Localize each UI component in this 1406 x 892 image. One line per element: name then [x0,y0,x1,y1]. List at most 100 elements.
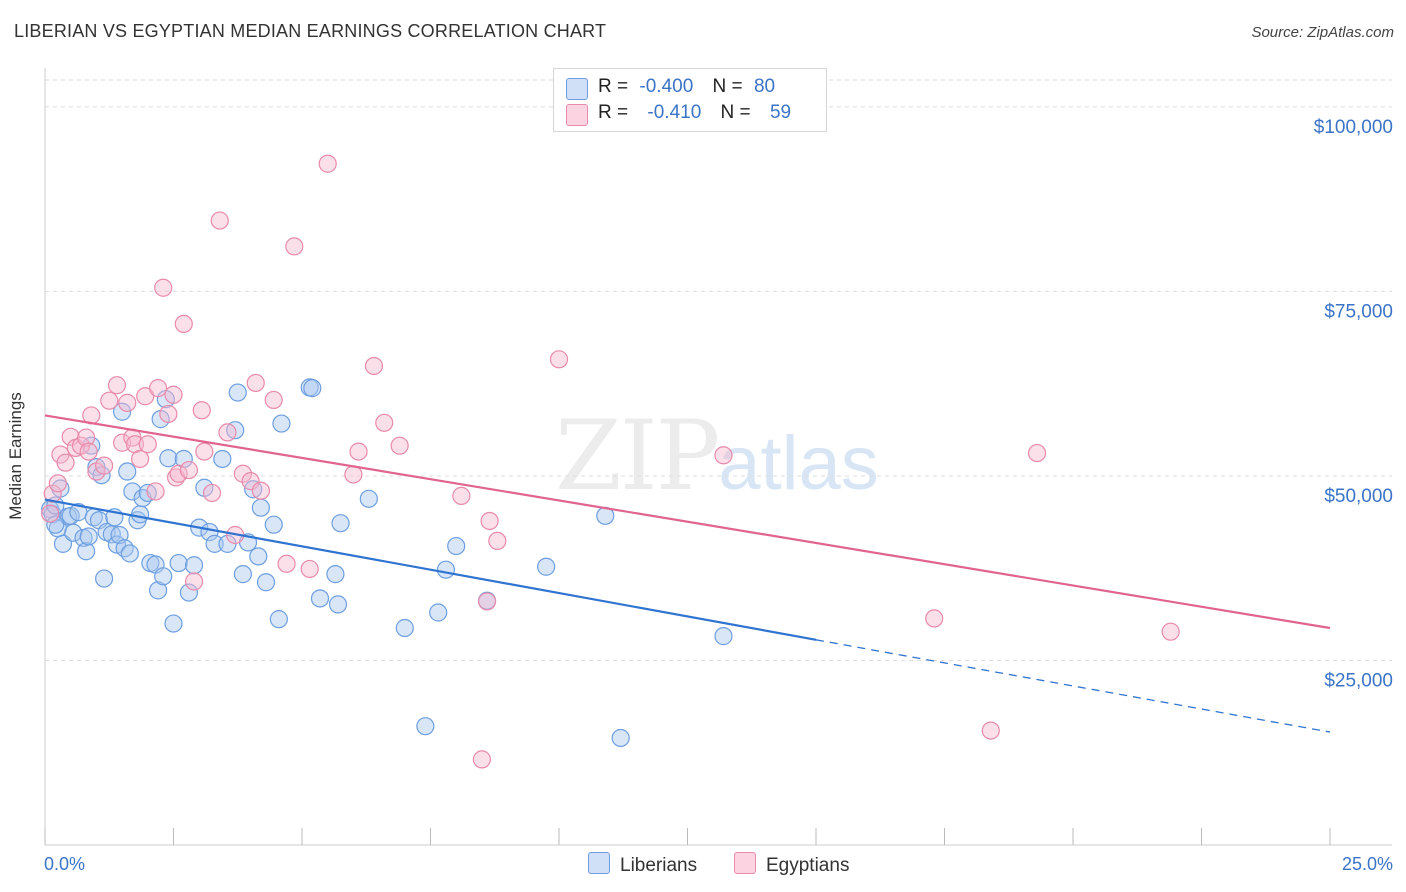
legend-n-value: 59 [769,102,792,123]
liberian-point [169,553,188,573]
liberian-point [328,595,348,614]
egyptian-point [95,456,114,475]
egyptian-point [488,531,507,551]
liberians-trend-extension [815,639,1331,733]
liberian-point [130,505,150,524]
egyptian-point [136,387,155,406]
y-axis-label: Median Earnings [6,392,25,520]
liberian-point [46,515,65,534]
egyptian-point [41,504,60,523]
trend-lines [44,414,1331,733]
egyptian-point [318,154,337,173]
legend-n-value: 80 [753,76,776,97]
egyptian-point [146,482,165,501]
egyptian-point [246,373,265,393]
egyptian-point [472,750,491,769]
liberian-point [95,569,114,588]
liberian-point [233,565,252,584]
bottom-legend-swatch-egyptians [734,852,756,874]
liberian-point [79,527,98,546]
liberian-point [184,556,204,575]
y-tick-label: $50,000 [1324,486,1393,507]
egyptian-point [56,453,75,472]
legend-r-label: R = [598,76,629,97]
egyptian-point [714,446,733,465]
egyptian-point [148,379,168,398]
liberian-point [77,542,96,561]
bottom-legend-egyptians[interactable]: Egyptians [734,852,849,877]
egyptian-point [79,442,98,461]
axes [44,68,1392,846]
liberian-point [447,536,466,556]
liberian-point [256,573,276,592]
y-tick-label: $75,000 [1324,301,1393,322]
egyptian-point [300,559,319,579]
egyptian-point [277,554,296,573]
watermark: ZIPatlas [555,400,879,512]
liberian-point [164,614,183,633]
liberian-point [310,589,330,608]
y-tick-label: $100,000 [1314,117,1393,138]
bottom-legend-swatch-liberians [588,852,610,874]
egyptian-point [164,385,183,404]
liberian-point [331,514,350,533]
x-tick-labels: 0.0% 25.0% [44,854,1393,874]
liberian-point [249,547,268,566]
liberian-point [205,534,224,553]
egyptian-point [264,390,283,410]
egyptian-point [233,464,252,483]
y-tick-label: $25,000 [1324,670,1393,691]
egyptian-point [477,592,497,611]
egyptian-point [77,428,96,447]
legend-r-value: -0.400 [639,76,694,97]
liberian-point [123,482,142,501]
egyptian-point [202,483,222,503]
source-label[interactable]: Source: ZipAtlas.com [1251,24,1394,41]
egyptian-point [118,393,137,412]
liberians-trend-line [44,498,817,641]
liberian-point [112,402,132,421]
liberian-point [251,498,270,517]
legend-swatch-egyptians [566,104,588,126]
liberian-point [213,449,232,469]
liberian-point [359,489,378,508]
liberian-point [159,449,178,468]
liberian-point [611,728,630,748]
egyptian-point [43,484,62,503]
liberian-point [395,618,414,638]
chart-title: LIBERIAN VS EGYPTIAN MEDIAN EARNINGS COR… [14,21,607,41]
egyptian-point [452,486,471,505]
liberian-point [714,627,733,646]
watermark-atlas: atlas [718,421,879,506]
egyptian-point [154,278,173,297]
legend-r-label: R = [598,102,629,123]
egyptian-point [218,423,237,442]
liberian-point [118,462,137,481]
legend-swatch-liberians [566,78,588,100]
liberian-point [154,567,173,586]
egyptian-point [251,481,270,500]
legend-n-label: N = [712,76,743,97]
liberian-point [272,414,291,433]
egyptian-point [184,572,204,591]
egyptian-point [130,449,150,469]
x-tick-label-min: 0.0% [44,854,85,874]
egyptian-point [1161,622,1180,641]
liberian-point [179,583,199,602]
egyptian-point [174,314,193,334]
egyptian-point [195,442,214,461]
liberian-point [303,379,322,398]
bottom-legend-liberians[interactable]: Liberians [588,852,697,877]
liberian-point [228,383,247,402]
legend-r-value: -0.410 [647,102,702,123]
liberian-point [429,603,448,622]
bottom-legend-label-egyptians: Egyptians [766,855,850,876]
egyptian-point [48,474,67,493]
egyptian-point [480,511,499,531]
egyptian-point [107,376,127,395]
liberian-point [326,565,345,584]
egyptian-point [390,436,409,455]
egyptian-point [100,391,119,410]
egyptians-points [41,154,1180,769]
